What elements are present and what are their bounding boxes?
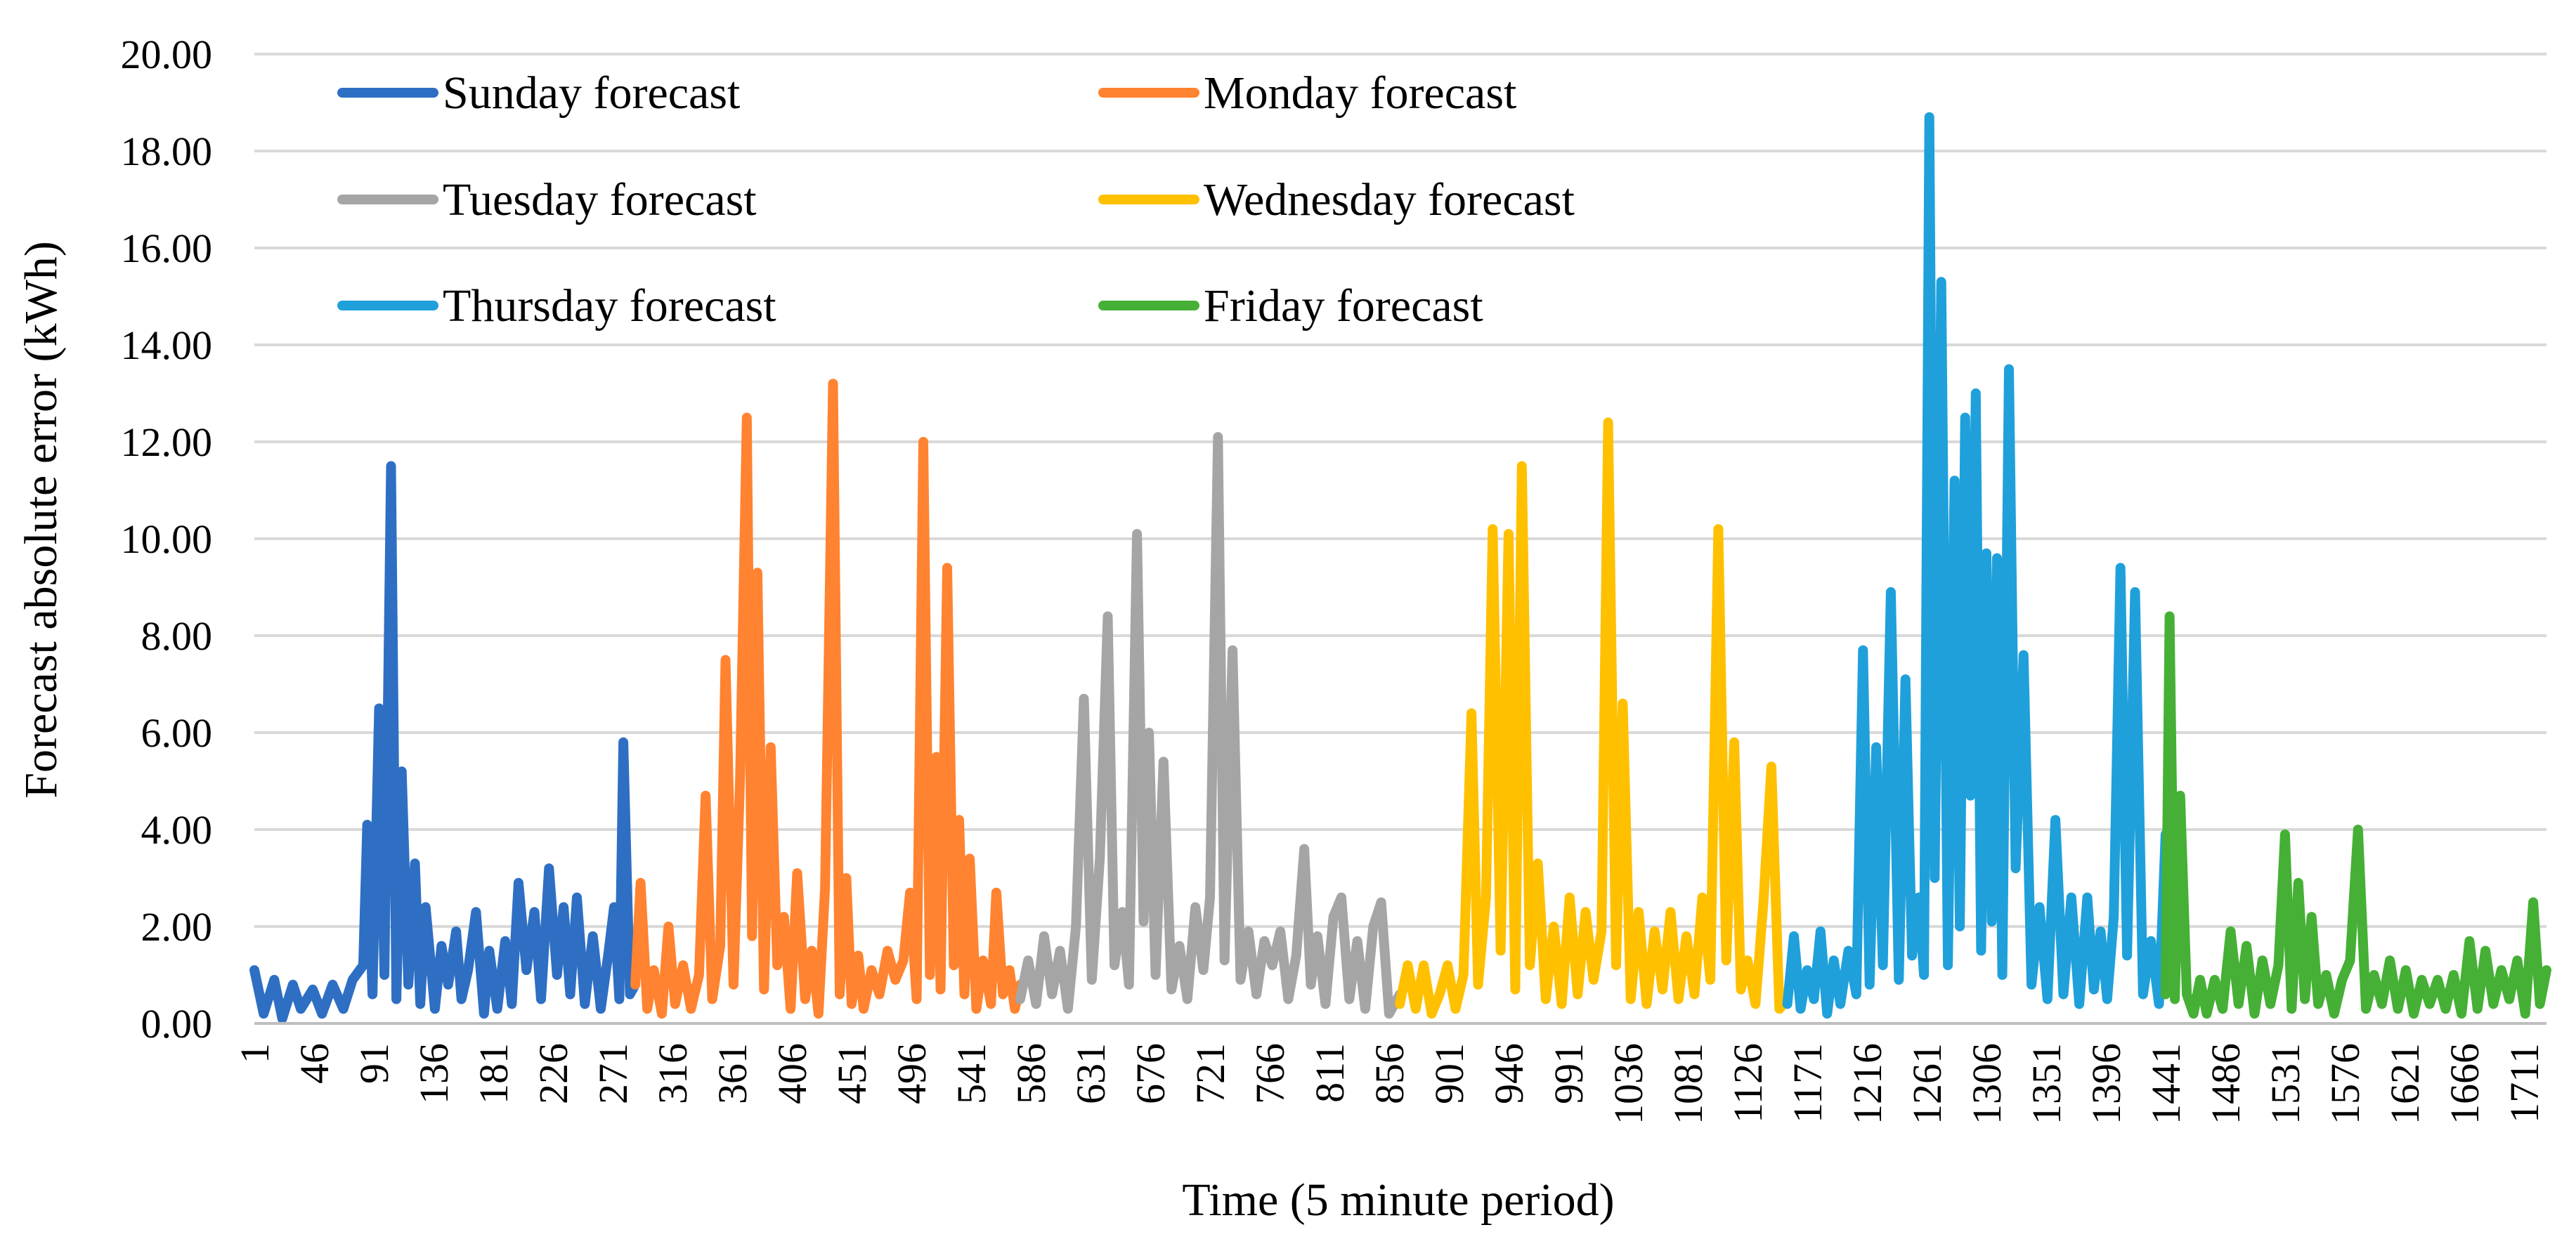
x-tick-label: 1576 bbox=[2322, 1043, 2368, 1125]
series-line-monday-forecast bbox=[630, 379, 1025, 1019]
x-tick-label: 586 bbox=[1008, 1043, 1054, 1104]
y-tick-label: 12.00 bbox=[121, 419, 213, 465]
x-tick-label: 1126 bbox=[1725, 1043, 1771, 1123]
legend: Sunday forecast Monday forecast Tuesday fo… bbox=[337, 67, 1575, 332]
series-line-wednesday-forecast bbox=[1395, 417, 1793, 1019]
y-tick-label: 6.00 bbox=[141, 710, 213, 756]
y-tick-label: 16.00 bbox=[121, 225, 213, 271]
x-tick-label: 46 bbox=[292, 1043, 337, 1084]
x-tick-label: 541 bbox=[949, 1043, 994, 1104]
y-axis-title: Forecast absolute error (kWh) bbox=[15, 241, 67, 799]
x-tick-label: 1 bbox=[232, 1043, 278, 1063]
y-tick-label: 10.00 bbox=[121, 516, 213, 562]
x-tick-label: 721 bbox=[1188, 1043, 1233, 1104]
legend-label: Tuesday forecast bbox=[443, 174, 757, 225]
x-tick-label: 946 bbox=[1486, 1043, 1532, 1104]
y-tick-label: 20.00 bbox=[121, 32, 213, 77]
x-tick-label: 1621 bbox=[2382, 1043, 2428, 1125]
legend-label: Monday forecast bbox=[1204, 67, 1516, 119]
x-tick-label: 91 bbox=[351, 1043, 397, 1084]
y-tick-label: 2.00 bbox=[141, 904, 213, 950]
series-line-friday-forecast bbox=[2160, 611, 2551, 1019]
x-tick-label: 406 bbox=[769, 1043, 815, 1104]
x-tick-label: 271 bbox=[590, 1043, 636, 1104]
x-tick-label: 1711 bbox=[2502, 1043, 2547, 1123]
x-axis-ticks: 1 46 91 136 181 226 271 316 361 406 451 496 541 586 63… bbox=[232, 1043, 2547, 1125]
x-tick-label: 361 bbox=[710, 1043, 755, 1104]
x-tick-label: 1351 bbox=[2024, 1043, 2069, 1125]
y-tick-label: 18.00 bbox=[121, 129, 213, 174]
y-tick-label: 8.00 bbox=[141, 613, 213, 659]
y-gridlines bbox=[254, 53, 2546, 928]
legend-label: Sunday forecast bbox=[443, 67, 740, 119]
x-tick-label: 676 bbox=[1128, 1043, 1173, 1104]
x-tick-label: 1306 bbox=[1964, 1043, 2010, 1125]
x-tick-label: 1666 bbox=[2442, 1043, 2487, 1125]
x-tick-label: 496 bbox=[889, 1043, 935, 1104]
x-tick-label: 1396 bbox=[2083, 1043, 2129, 1125]
x-tick-label: 901 bbox=[1426, 1043, 1472, 1104]
series-line-thursday-forecast bbox=[1782, 112, 2171, 1019]
x-tick-label: 226 bbox=[531, 1043, 576, 1104]
legend-label: Wednesday forecast bbox=[1204, 174, 1575, 225]
x-tick-label: 1216 bbox=[1845, 1043, 1890, 1125]
y-axis-ticks: 0.00 2.00 4.00 6.00 8.00 10.00 12.00 14.00 16.00… bbox=[121, 32, 213, 1047]
x-tick-label: 1171 bbox=[1785, 1043, 1830, 1123]
x-tick-label: 856 bbox=[1367, 1043, 1412, 1104]
x-tick-label: 451 bbox=[829, 1043, 875, 1104]
y-tick-label: 14.00 bbox=[121, 322, 213, 368]
x-tick-label: 1261 bbox=[1904, 1043, 1950, 1125]
y-tick-label: 0.00 bbox=[141, 1001, 213, 1047]
x-tick-label: 991 bbox=[1546, 1043, 1592, 1104]
x-tick-label: 136 bbox=[411, 1043, 457, 1104]
x-tick-label: 811 bbox=[1307, 1043, 1353, 1103]
x-tick-label: 766 bbox=[1247, 1043, 1293, 1104]
series-lines bbox=[249, 112, 2551, 1024]
x-tick-label: 1441 bbox=[2143, 1043, 2189, 1125]
x-axis-title: Time (5 minute period) bbox=[1182, 1174, 1614, 1226]
x-tick-label: 1036 bbox=[1606, 1043, 1651, 1125]
x-tick-label: 1486 bbox=[2203, 1043, 2249, 1125]
legend-label: Thursday forecast bbox=[443, 280, 776, 332]
x-tick-label: 316 bbox=[650, 1043, 696, 1104]
x-tick-label: 1531 bbox=[2263, 1043, 2308, 1125]
x-tick-label: 1081 bbox=[1665, 1043, 1711, 1125]
series-line-tuesday-forecast bbox=[1015, 432, 1405, 1019]
x-tick-label: 181 bbox=[471, 1043, 516, 1104]
legend-label: Friday forecast bbox=[1204, 280, 1483, 332]
series-line-sunday-forecast bbox=[249, 461, 641, 1024]
x-tick-label: 631 bbox=[1068, 1043, 1114, 1104]
y-tick-label: 4.00 bbox=[141, 807, 213, 853]
